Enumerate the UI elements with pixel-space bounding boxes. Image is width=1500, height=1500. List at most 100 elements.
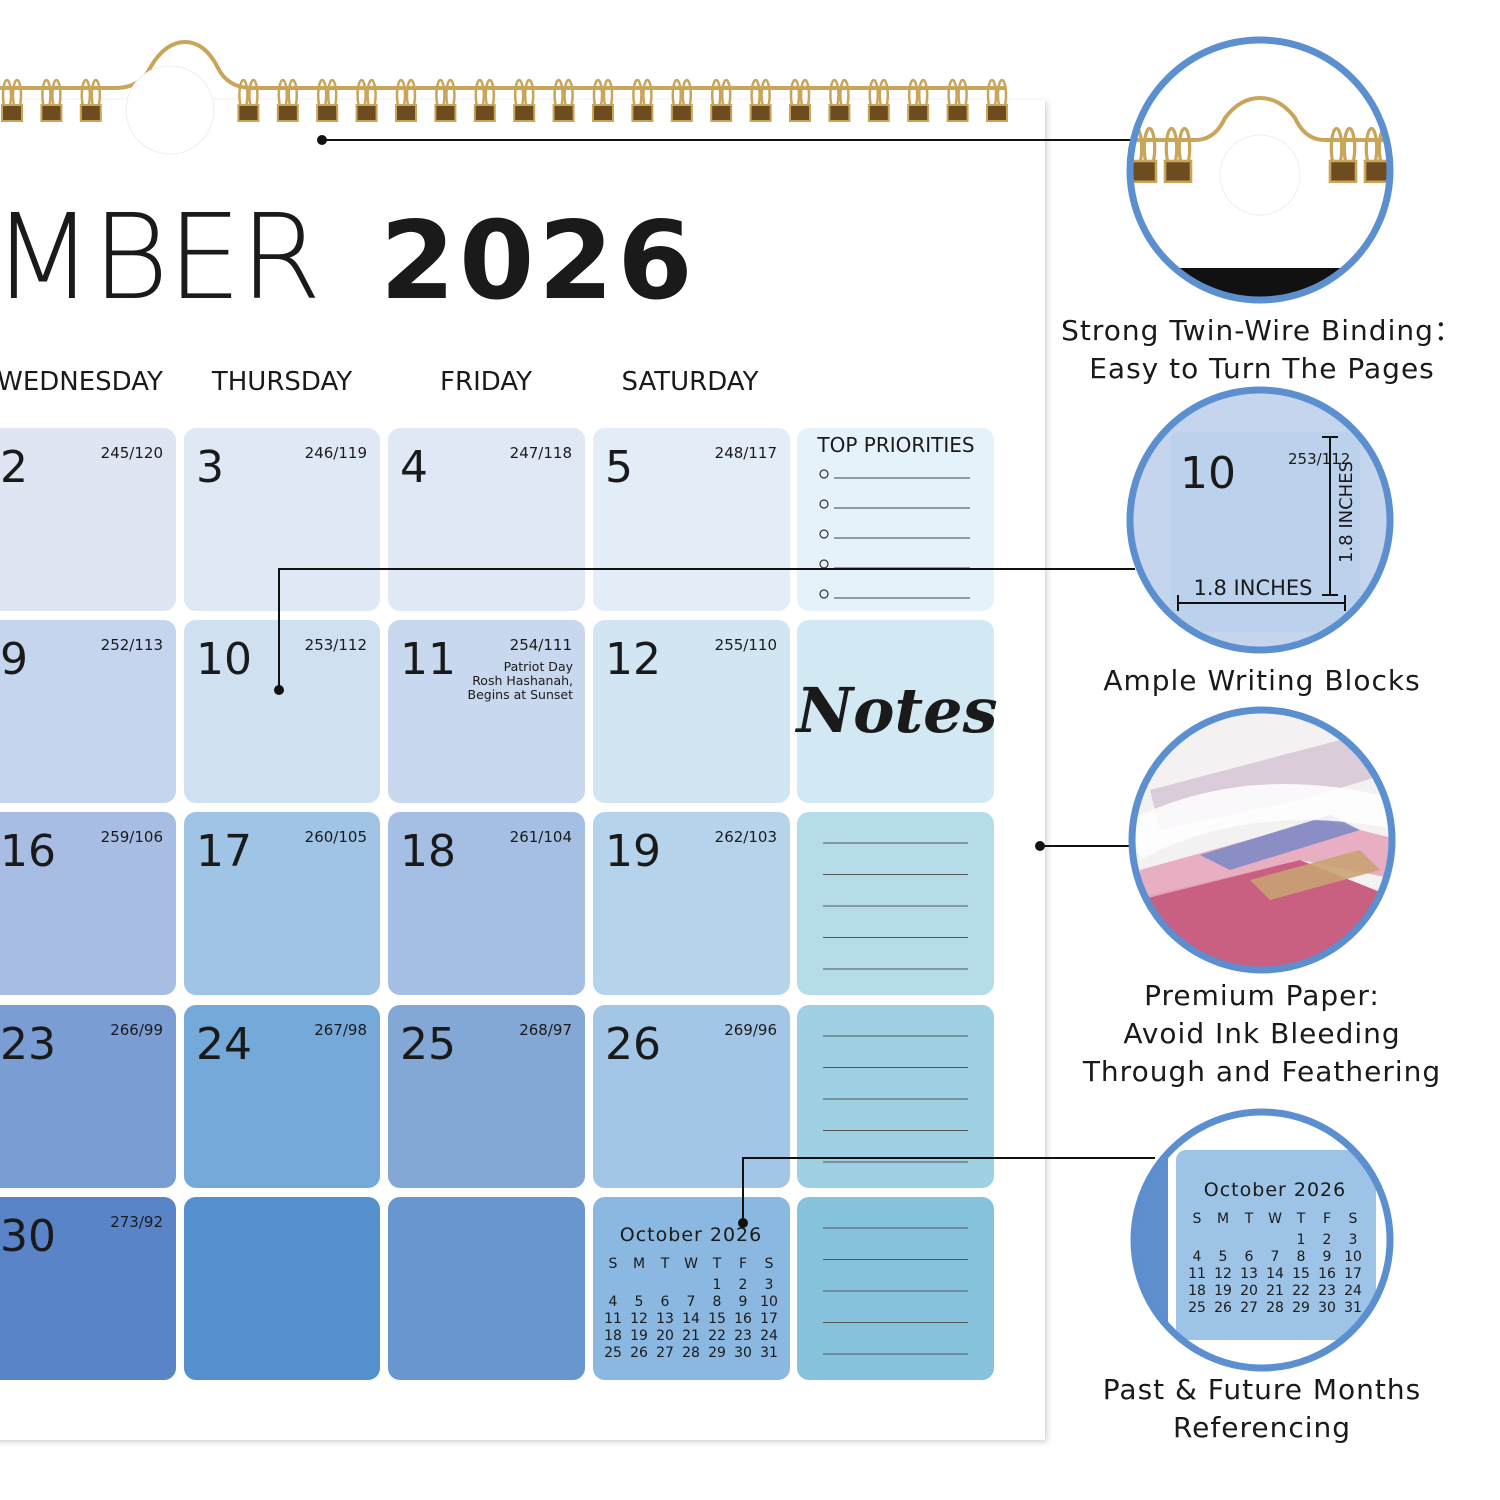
mini-day: 15	[708, 1311, 726, 1327]
mini-day: 23	[1318, 1283, 1336, 1299]
ring-base	[592, 104, 614, 122]
mini-day: 20	[656, 1328, 674, 1344]
mini-day: 28	[1266, 1300, 1284, 1316]
mini-day: 8	[1297, 1249, 1306, 1265]
zoom-ring	[1130, 1108, 1394, 1372]
day-number: 5	[605, 442, 633, 493]
mini-day: 2	[1323, 1232, 1332, 1248]
paper-sheet	[1140, 820, 1392, 900]
mini-day: 30	[734, 1345, 752, 1361]
day-cell	[388, 1197, 585, 1380]
caption: Easy to Turn The Pages	[1089, 352, 1435, 385]
mini-day: 14	[682, 1311, 700, 1327]
zoom-binding	[1130, 40, 1390, 300]
weekday-header: WEDNESDAY	[0, 367, 163, 397]
day-of-year: 266/99	[110, 1021, 163, 1039]
day-number: 12	[605, 634, 661, 685]
ring-base	[986, 104, 1008, 122]
day-number: 3	[196, 442, 224, 493]
mini-day: 12	[1214, 1266, 1232, 1282]
mini-day: 9	[739, 1294, 748, 1310]
mini-weekday: S	[1193, 1211, 1202, 1227]
zoom-day: 10	[1180, 448, 1236, 499]
mini-day: 6	[1245, 1249, 1254, 1265]
mini-day: 5	[635, 1294, 644, 1310]
day-cell	[797, 1197, 994, 1380]
mini-weekday: M	[633, 1256, 645, 1272]
bullet	[819, 469, 829, 479]
ring-base	[946, 104, 969, 122]
mini-day: 10	[760, 1294, 778, 1310]
bullet	[819, 499, 829, 509]
day-number: 4	[400, 442, 428, 493]
mini-day: 11	[1188, 1266, 1206, 1282]
paper-curl	[1132, 784, 1392, 860]
mini-day: 29	[1292, 1300, 1310, 1316]
caption: Premium Paper:	[1144, 979, 1380, 1012]
connector-dot	[738, 1218, 748, 1228]
day-cell	[593, 1005, 790, 1188]
hanger-hole	[1219, 134, 1301, 216]
mini-day: 7	[687, 1294, 696, 1310]
day-of-year: 247/118	[510, 444, 572, 462]
day-cell	[184, 1197, 380, 1380]
mini-day: 26	[630, 1345, 648, 1361]
mini-day: 24	[1344, 1283, 1362, 1299]
caption: Avoid Ink Bleeding	[1123, 1017, 1400, 1050]
month-title: MBER	[0, 188, 320, 326]
ring-base	[79, 104, 102, 122]
day-number: 19	[605, 826, 661, 877]
mini-day: 11	[604, 1311, 622, 1327]
weekday-header: FRIDAY	[440, 367, 532, 397]
bullet	[819, 529, 829, 539]
paper-sheet	[1250, 850, 1380, 900]
ring-base	[749, 104, 772, 122]
ring-base	[355, 104, 378, 122]
mini-day: 10	[1344, 1249, 1362, 1265]
hanger-hole	[125, 65, 215, 155]
mini-day: 23	[734, 1328, 752, 1344]
day-cell	[797, 1005, 994, 1188]
ring-base	[434, 104, 457, 122]
mini-weekday: T	[660, 1256, 670, 1272]
day-of-year: 259/106	[101, 828, 163, 846]
mini-weekday: M	[1217, 1211, 1229, 1227]
zoom-doy: 253/112	[1288, 450, 1350, 468]
mini-weekday: S	[609, 1256, 618, 1272]
ring-base	[1363, 159, 1390, 184]
day-cell	[593, 1197, 790, 1380]
day-of-year: 248/117	[715, 444, 777, 462]
ring-base	[1130, 159, 1158, 184]
day-cell	[388, 1005, 585, 1188]
ring-base	[1163, 159, 1193, 184]
day-cell	[184, 812, 380, 995]
mini-day: 1	[713, 1277, 722, 1293]
mini-day: 3	[1349, 1232, 1358, 1248]
day-cell	[184, 1005, 380, 1188]
caption: Strong Twin-Wire Binding：	[1061, 314, 1463, 347]
mini-day: 18	[1188, 1283, 1206, 1299]
weekday-header: SATURDAY	[622, 367, 759, 397]
mini-day: 21	[682, 1328, 700, 1344]
mini-day: 13	[1240, 1266, 1258, 1282]
day-of-year: 267/98	[314, 1021, 367, 1039]
mini-day: 25	[1188, 1300, 1206, 1316]
day-of-year: 261/104	[510, 828, 572, 846]
day-of-year: 255/110	[715, 636, 777, 654]
holiday: Begins at Sunset	[468, 687, 574, 702]
mini-weekday: T	[712, 1256, 722, 1272]
mini-day: 13	[656, 1311, 674, 1327]
day-number: 9	[0, 634, 28, 685]
ring-base	[237, 104, 260, 122]
mini-day: 15	[1292, 1266, 1310, 1282]
mini-day: 27	[1240, 1300, 1258, 1316]
mini-weekday: S	[765, 1256, 774, 1272]
weekday-header: THURSDAY	[211, 367, 352, 397]
day-number: 30	[0, 1211, 56, 1262]
holiday: Rosh Hashanah,	[472, 673, 573, 688]
zoom-ring	[1128, 706, 1396, 974]
mini-day: 22	[708, 1328, 726, 1344]
